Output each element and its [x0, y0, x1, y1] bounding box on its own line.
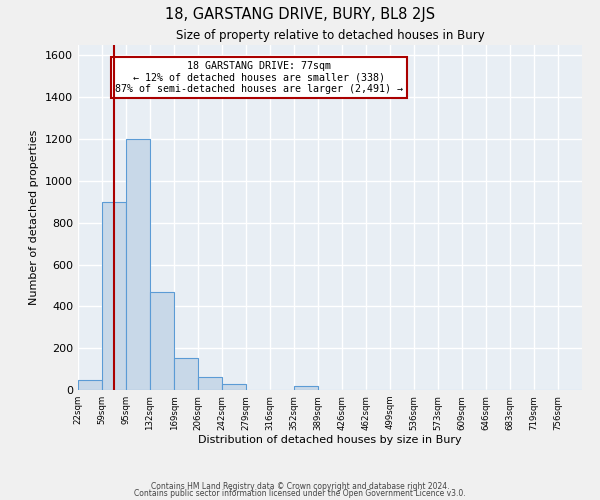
Bar	[150, 292, 174, 390]
Text: 18, GARSTANG DRIVE, BURY, BL8 2JS: 18, GARSTANG DRIVE, BURY, BL8 2JS	[165, 8, 435, 22]
Bar	[102, 202, 127, 390]
Text: 18 GARSTANG DRIVE: 77sqm
← 12% of detached houses are smaller (338)
87% of semi-: 18 GARSTANG DRIVE: 77sqm ← 12% of detach…	[115, 60, 403, 94]
Bar	[78, 380, 102, 390]
Bar	[294, 386, 318, 390]
Text: Contains public sector information licensed under the Open Government Licence v3: Contains public sector information licen…	[134, 490, 466, 498]
Text: Contains HM Land Registry data © Crown copyright and database right 2024.: Contains HM Land Registry data © Crown c…	[151, 482, 449, 491]
Bar	[174, 358, 198, 390]
Y-axis label: Number of detached properties: Number of detached properties	[29, 130, 40, 305]
Bar	[222, 384, 246, 390]
X-axis label: Distribution of detached houses by size in Bury: Distribution of detached houses by size …	[198, 436, 462, 446]
Bar	[198, 378, 223, 390]
Bar	[126, 139, 150, 390]
Title: Size of property relative to detached houses in Bury: Size of property relative to detached ho…	[176, 30, 484, 43]
